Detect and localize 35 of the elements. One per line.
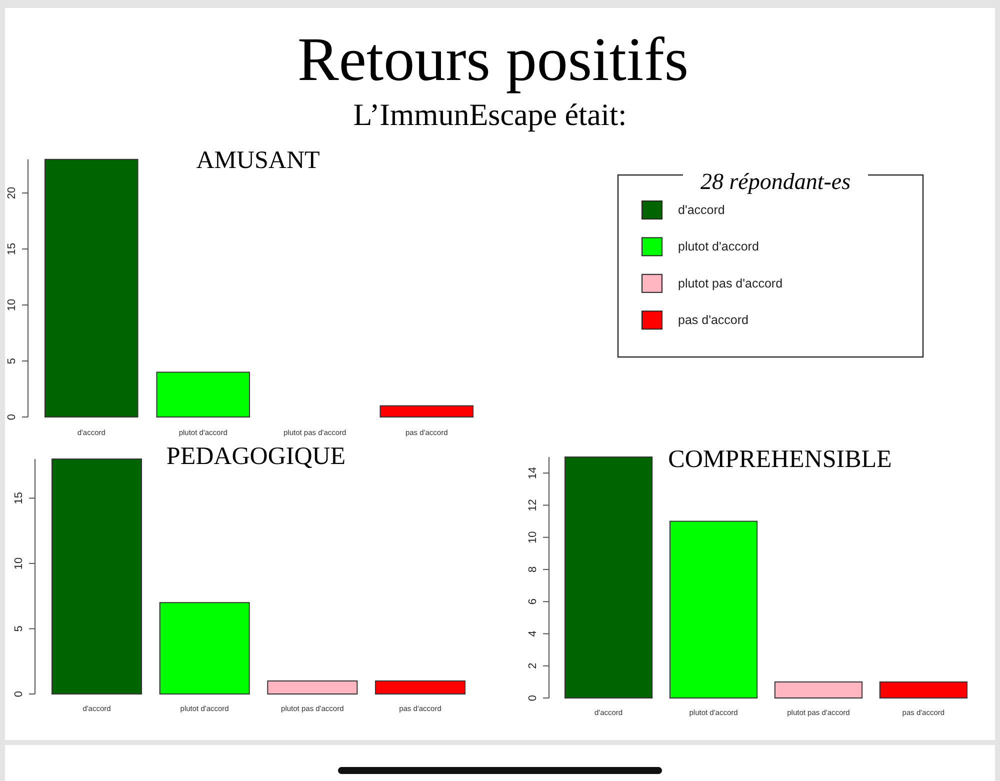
y-tick-label: 12 <box>527 499 539 512</box>
bar <box>564 456 653 698</box>
chart-title: COMPREHENSIBLE <box>668 446 892 473</box>
legend-label: pas d'accord <box>678 313 749 328</box>
y-tick-label: 10 <box>6 298 18 312</box>
y-tick-label: 0 <box>6 414 18 420</box>
chart-title: PEDAGOGIQUE <box>166 443 346 470</box>
y-tick-label: 0 <box>13 690 25 698</box>
bar <box>52 458 142 694</box>
y-tick-label: 14 <box>527 466 539 480</box>
y-tick-label: 2 <box>527 662 539 669</box>
y-tick-label: 15 <box>6 242 18 256</box>
y-tick-label: 10 <box>13 557 25 570</box>
bar <box>774 681 863 698</box>
y-tick-label: 8 <box>527 566 539 573</box>
legend-title: 28 répondant-es <box>700 169 851 194</box>
text: Retours positifs <box>298 26 688 94</box>
chart-title: AMUSANT <box>196 147 320 174</box>
legend-label: plutot pas d'accord <box>678 276 783 290</box>
bar <box>669 520 758 698</box>
bar <box>375 680 466 694</box>
bar <box>159 602 250 694</box>
y-tick-label: 20 <box>6 186 18 200</box>
y-tick-label: 15 <box>13 492 25 504</box>
text: L’ImmunEscape était: <box>353 97 627 132</box>
y-tick-label: 4 <box>527 630 539 637</box>
bar <box>267 680 358 694</box>
y-tick-label: 5 <box>6 358 18 364</box>
legend-label: plutot d'accord <box>678 240 759 254</box>
y-tick-label: 5 <box>13 626 25 632</box>
y-tick-label: 0 <box>527 694 539 702</box>
y-tick-label: 10 <box>527 531 539 544</box>
bar <box>879 681 968 698</box>
legend-label: d'accord <box>678 203 725 217</box>
y-tick-label: 6 <box>527 598 539 605</box>
